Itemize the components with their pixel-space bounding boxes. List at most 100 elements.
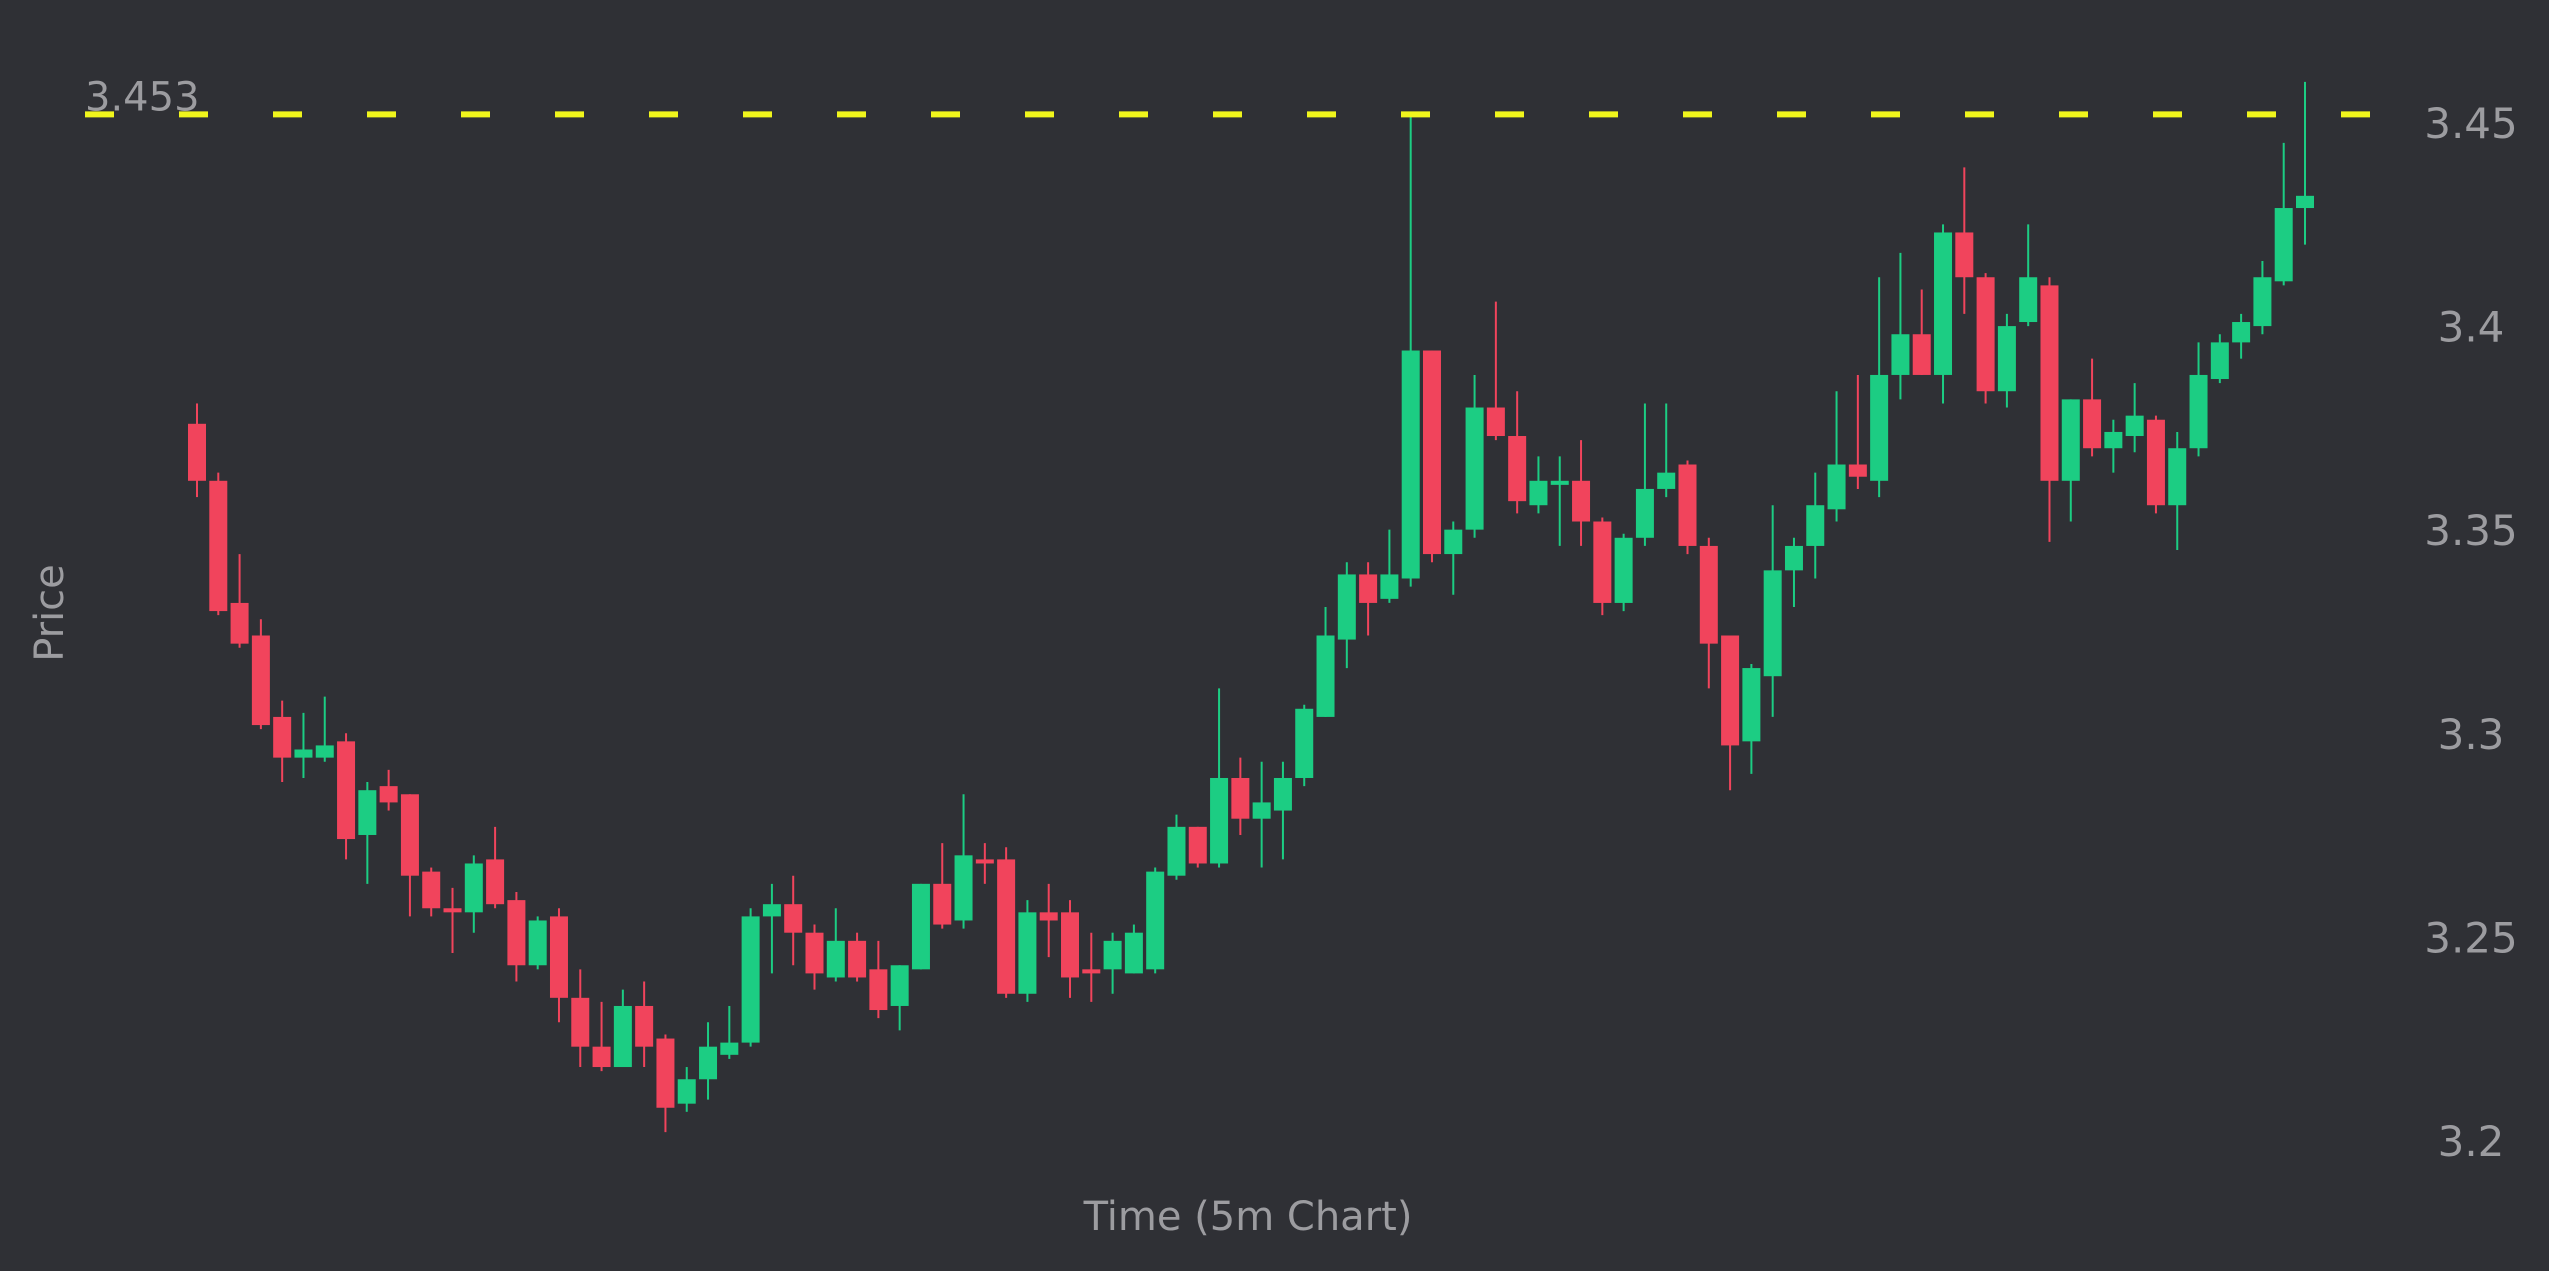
candle-body [379,786,398,803]
candle-body [2019,277,2038,323]
candle-body [933,883,952,925]
price-line-label: 3.453 [85,74,200,120]
candle-body [1167,826,1186,876]
candle-body [997,859,1016,994]
candle-body [2189,374,2208,449]
candle-body [635,1005,654,1047]
y-tick-label: 3.2 [2438,1117,2505,1166]
candle-body [1934,232,1953,375]
candle-body [1337,574,1356,640]
candle-body [848,940,867,978]
candle-body [1103,940,1122,970]
candle-body [1997,326,2016,392]
candle-body [1657,472,1676,489]
candle-body [1678,464,1697,546]
candle-body [869,969,888,1011]
candle-body [2083,399,2102,449]
candle-body [1529,480,1548,506]
candle-body [1572,480,1591,522]
candle-body [443,908,462,913]
candle-body [1018,912,1037,994]
candle-body [2253,277,2272,327]
candle-body [1146,871,1165,970]
candle-body [1976,277,1995,392]
candle-body [1955,232,1974,278]
candle-body [1039,912,1058,921]
candle-body [1827,464,1846,510]
candle-body [1124,932,1143,974]
candle-body [188,423,206,481]
candle-body [1912,334,1931,375]
candle-body [2125,415,2144,437]
candle-body [2104,431,2123,449]
candle-body [549,916,568,998]
candle-body [720,1042,739,1055]
candle-body [2040,285,2059,481]
candle-body [571,997,590,1047]
candle-body [507,900,526,966]
candle-body [422,871,441,909]
candle-body [1316,635,1335,717]
candle-body [805,932,824,974]
candle-body [699,1046,718,1080]
candle-body [315,745,334,758]
candle-body [337,741,356,840]
candle-body [2061,399,2080,481]
candle-body [1465,407,1484,530]
candle-body [613,1005,632,1068]
candle-body [1401,350,1420,579]
candle-body [1593,521,1612,603]
candle-body [1763,570,1782,677]
candle-body [209,480,228,612]
candle-body [358,790,377,835]
candle-body [1784,545,1803,571]
candle-body [528,920,547,966]
candle-body [400,794,419,876]
candle-body [656,1038,675,1108]
candle-body [2274,208,2293,282]
candle-body [464,863,483,913]
candle-body [784,904,803,933]
candle-body [2232,322,2251,343]
candle-body [273,716,292,758]
candle-body [1231,777,1250,819]
candle-body [230,602,249,644]
candle-body [294,749,313,758]
candle-body [1444,529,1463,555]
y-tick-label: 3.3 [2438,710,2505,759]
candle-body [1380,574,1399,599]
candle-body [1061,912,1080,978]
candle-body [2168,448,2187,506]
candle-body [251,635,270,726]
candle-body [1082,969,1101,974]
candle-body [486,859,505,905]
candle-body [1721,635,1740,746]
candle-body [1273,777,1292,811]
candle-body [1699,545,1718,644]
candle-body [1848,464,1867,477]
candle-body [1508,436,1527,502]
candle-body [1742,668,1761,742]
candle-body [1891,334,1910,375]
candle-body [1210,777,1229,864]
candle-body [741,916,760,1043]
candle-body [911,883,930,970]
candle-body [1635,488,1654,538]
candle-body [2296,195,2314,209]
candle-body [1550,480,1569,485]
y-tick-label: 3.35 [2424,506,2518,555]
candle-body [1870,374,1889,481]
candle-body [826,940,845,978]
candle-body [1359,574,1378,603]
candle-body [1295,708,1314,778]
y-tick-label: 3.4 [2438,303,2505,352]
y-tick-label: 3.45 [2424,99,2518,148]
candle-body [1486,407,1505,437]
candle-body [592,1046,611,1068]
candle-body [1188,826,1207,864]
candle-body [1422,350,1441,555]
x-axis-label: Time (5m Chart) [1083,1194,1413,1240]
candle-body [1806,505,1825,546]
